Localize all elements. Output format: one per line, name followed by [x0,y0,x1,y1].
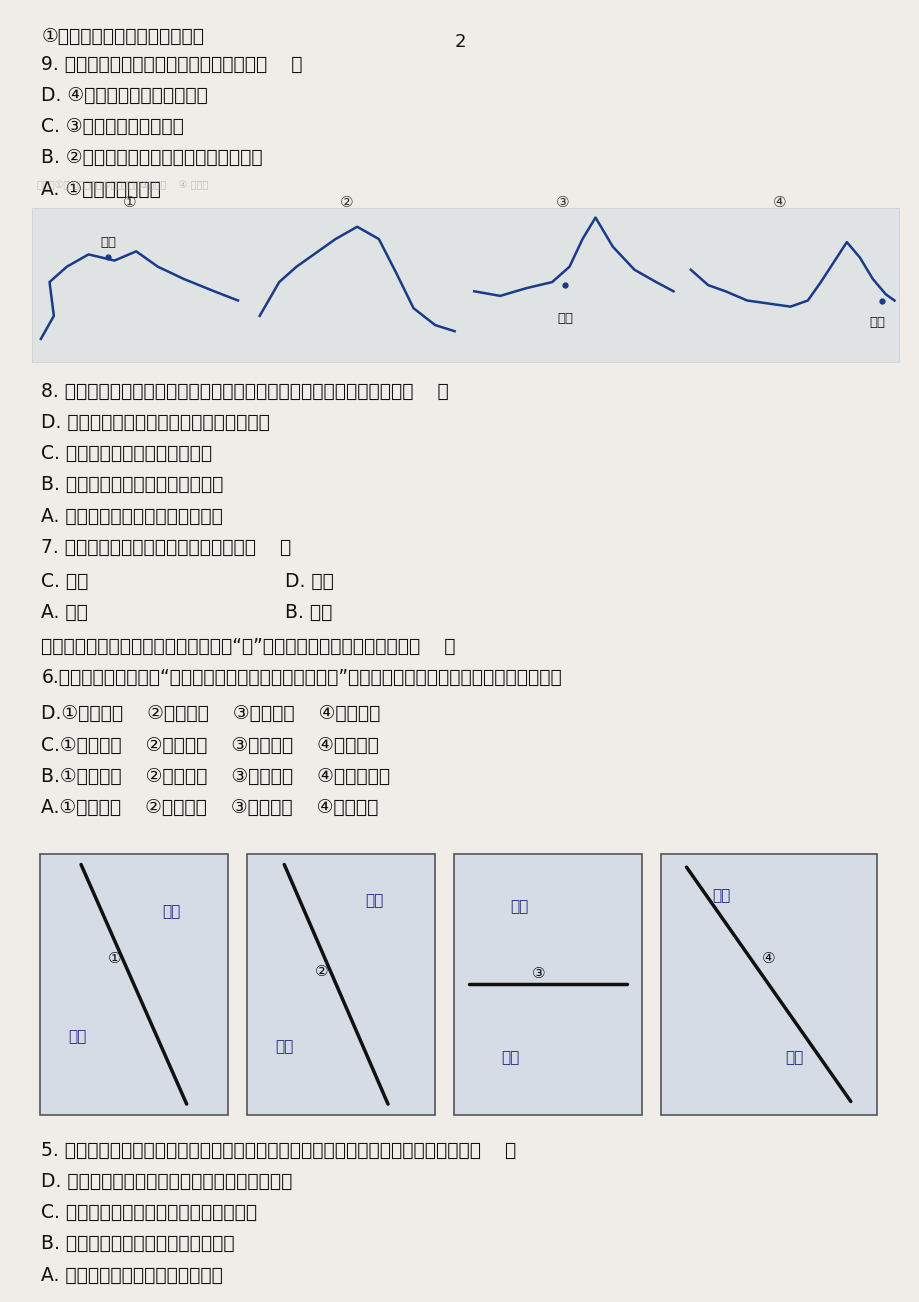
Text: B. 降水季节分配均匀，年际变化小: B. 降水季节分配均匀，年际变化小 [41,475,223,495]
Bar [246,854,435,1115]
Text: C.①太行山脉    ②武夷山脉    ③昆仑山脉    ④祁连山脉: C.①太行山脉 ②武夷山脉 ③昆仑山脉 ④祁连山脉 [41,736,379,755]
Text: 会变成小灤木，橘子也会变成不能吃的“枟”。造成这一差异的主要因素是（    ）: 会变成小灤木，橘子也会变成不能吃的“枟”。造成这一差异的主要因素是（ ） [41,637,456,656]
Text: 7. 下列关于我国气候的叙述，错误的是（    ）: 7. 下列关于我国气候的叙述，错误的是（ ） [41,538,291,557]
Text: 青海: 青海 [711,888,730,904]
Bar [32,208,898,362]
Bar [40,854,228,1115]
Text: 沪江、①长 资测数），②哈达一带、③中一巻    ④ 积断交: 沪江、①长 资测数），②哈达一带、③中一巻 ④ 积断交 [37,180,208,190]
Text: 8. 下面是我国四条河流的干流示意图，关于图中河流的叙述，正确的是（    ）: 8. 下面是我国四条河流的干流示意图，关于图中河流的叙述，正确的是（ ） [41,381,448,401]
Text: A. 冬季南北温差大，夏季普遍高温: A. 冬季南北温差大，夏季普遍高温 [41,506,223,526]
Text: A.①雪峰山脉    ②长白山脉    ③秦岭山脉    ④大别山脉: A.①雪峰山脉 ②长白山脉 ③秦岭山脉 ④大别山脉 [41,798,379,818]
Text: ②: ② [339,195,353,211]
Text: C. 气候复杂多样，季风气候显著: C. 气候复杂多样，季风气候显著 [41,444,212,464]
Text: D.①巫山山脉    ②武夷山脉    ③阴山山脉    ④横断山脉: D.①巫山山脉 ②武夷山脉 ③阴山山脉 ④横断山脉 [41,704,380,724]
Text: ④: ④ [761,950,775,966]
Text: 山西: 山西 [68,1029,86,1044]
Text: 江西: 江西 [275,1039,293,1055]
Text: 2: 2 [454,33,465,51]
Text: A. ①位于柴达木盆地: A. ①位于柴达木盆地 [41,180,161,199]
Text: ④: ④ [772,195,786,211]
Text: B.①大兴安岭    ②台湾山脉    ③天山山脉    ④阿尔泰山脉: B.①大兴安岭 ②台湾山脉 ③天山山脉 ④阿尔泰山脉 [41,767,390,786]
Text: 新疆: 新疆 [501,1049,518,1065]
Text: C. ③是我国最长的内流河: C. ③是我国最长的内流河 [41,117,184,137]
Text: 6.《梑子春秋》中说：“橘生淮南则为橘，生于淮北则为枟”，意思是说南方的橘树移植到淮河以北，就: 6.《梑子春秋》中说：“橘生淮南则为橘，生于淮北则为枟”，意思是说南方的橘树移植… [41,668,562,687]
Text: B. 平坦的地形，蕴含丰富的水能资源: B. 平坦的地形，蕴含丰富的水能资源 [41,1234,234,1254]
Text: 西藏: 西藏 [510,898,528,914]
Text: B. 土壤: B. 土壤 [285,603,332,622]
Text: 9. 下列关于长江、黄河的说法，正确的有（    ）: 9. 下列关于长江、黄河的说法，正确的有（ ） [41,55,302,74]
Text: A. 随着海拔的升高，气温逐渐升高: A. 随着海拔的升高，气温逐渐升高 [41,1266,223,1285]
Text: 福建: 福建 [365,893,383,909]
Text: ③: ③ [556,195,569,211]
Text: D. 冬季风寒冷干燥，加剧了我国北方的严寒: D. 冬季风寒冷干燥，加剧了我国北方的严寒 [41,413,270,432]
Text: ②: ② [315,963,328,979]
Bar [660,854,876,1115]
Text: B. ②河流补给的主要来源是高山冰雪融水: B. ②河流补给的主要来源是高山冰雪融水 [41,148,263,168]
Text: 拉萨: 拉萨 [557,312,573,326]
Text: A. 地形: A. 地形 [41,603,88,622]
Text: 上海: 上海 [868,315,884,328]
Text: 5. 山脉常常成为我国省级行政区的天然分界线。下列对图中山脉名称的判断正确的是（    ）: 5. 山脉常常成为我国省级行政区的天然分界线。下列对图中山脉名称的判断正确的是（… [41,1141,516,1160]
Text: ③: ③ [531,966,545,982]
Text: C. 气候: C. 气候 [41,572,88,591]
Text: D. 经济: D. 经济 [285,572,334,591]
Text: ①长江汛期的持续时间长于黄河: ①长江汛期的持续时间长于黄河 [41,27,204,47]
Text: 黑河: 黑河 [100,236,116,249]
Bar [453,854,641,1115]
Text: ①: ① [108,950,121,966]
Text: C. 使众多大河滚滚向西流，便利东西交通: C. 使众多大河滚滚向西流，便利东西交通 [41,1203,257,1223]
Text: ①: ① [123,195,136,211]
Text: 河北: 河北 [163,904,180,919]
Text: 甘肃: 甘肃 [785,1049,803,1065]
Text: D. ④流经之处孕育了绻洲农业: D. ④流经之处孕育了绻洲农业 [41,86,208,105]
Text: D. 便于海上暖湿气流深入内陆，带来充沛的降水: D. 便于海上暖湿气流深入内陆，带来充沛的降水 [41,1172,292,1191]
